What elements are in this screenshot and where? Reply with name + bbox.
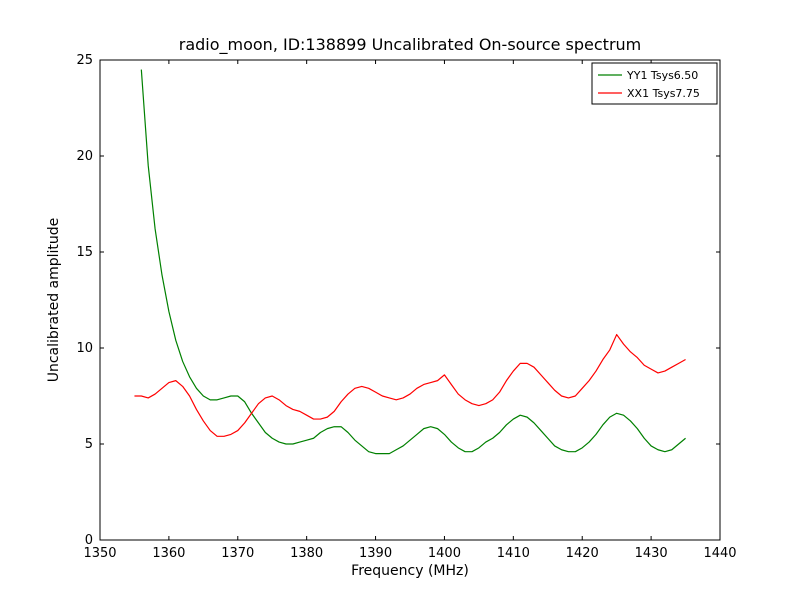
legend-label-xx1: XX1 Tsys7.75 [627, 87, 700, 100]
chart-title: radio_moon, ID:138899 Uncalibrated On-so… [179, 35, 642, 55]
legend-box [591, 62, 718, 105]
y-tick-label: 25 [76, 53, 93, 68]
x-tick-label: 1430 [635, 546, 668, 561]
y-tick-label: 5 [85, 437, 93, 452]
y-tick-label: 15 [76, 245, 93, 260]
x-tick-label: 1400 [428, 546, 461, 561]
y-tick-label: 20 [76, 149, 93, 164]
y-axis-label: Uncalibrated amplitude [46, 218, 62, 383]
legend-label-yy1: YY1 Tsys6.50 [626, 69, 698, 82]
series-line-yy1 [140, 69, 686, 455]
x-tick-label: 1420 [566, 546, 599, 561]
axis-tick-labels: 1350 1360 1370 1380 1390 1400 1410 1420 1430 1440… [76, 53, 736, 561]
x-tick-label: 1350 [83, 546, 116, 561]
legend: YY1 Tsys6.50 XX1 Tsys7.75 [591, 62, 718, 105]
axes-frame [99, 59, 721, 541]
data-series [134, 69, 686, 455]
x-tick-label: 1380 [290, 546, 323, 561]
x-tick-label: 1360 [152, 546, 185, 561]
y-tick-label: 0 [85, 533, 93, 548]
series-line-xx1 [134, 333, 686, 437]
x-tick-label: 1440 [703, 546, 736, 561]
x-axis-label: Frequency (MHz) [351, 563, 469, 579]
y-tick-label: 10 [76, 341, 93, 356]
axis-ticks [99, 59, 721, 541]
x-tick-label: 1370 [221, 546, 254, 561]
x-tick-label: 1410 [497, 546, 530, 561]
x-tick-label: 1390 [359, 546, 392, 561]
